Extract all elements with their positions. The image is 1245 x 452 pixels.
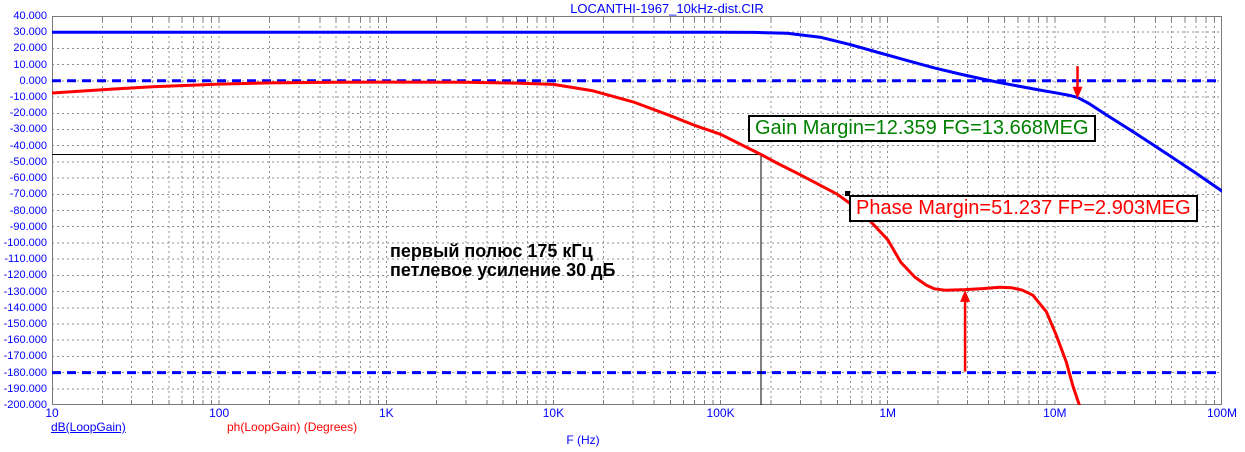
y-axis-tick-label: -70.000 (9, 188, 47, 201)
y-axis-tick-label: -110.000 (4, 253, 47, 266)
y-axis-tick-label: 20.000 (13, 42, 47, 55)
phase-curve (52, 80, 1081, 405)
note-annotation: первый полюс 175 кГц петлевое усиление 3… (390, 242, 615, 280)
legend-phase-label[interactable]: ph(LoopGain) (Degrees) (227, 420, 358, 434)
x-axis-tick-label: 10 (45, 406, 59, 420)
y-axis-tick-label: 40.000 (13, 10, 47, 22)
x-axis-tick-label: 1M (879, 406, 897, 420)
phase-margin-arrow (960, 289, 971, 372)
y-axis-tick-label: -50.000 (9, 155, 47, 168)
x-axis-title: F (Hz) (566, 433, 600, 447)
y-axis-tick-label: -140.000 (3, 301, 47, 314)
y-axis-tick-label: -180.000 (3, 366, 47, 379)
gain-margin-annotation[interactable]: Gain Margin=12.359 FG=13.668MEG (748, 115, 1096, 142)
y-axis-tick-label: 0.000 (19, 74, 47, 87)
x-axis-tick-label: 100M (1206, 406, 1238, 420)
annotation-drag-handle[interactable] (845, 191, 850, 196)
plot-area[interactable] (52, 16, 1222, 405)
y-axis-tick-label: -170.000 (3, 350, 47, 363)
y-axis-tick-label: -30.000 (9, 123, 47, 136)
legend-gain-label[interactable]: dB(LoopGain) (51, 420, 126, 434)
y-axis-tick-label: 30.000 (13, 26, 47, 39)
x-axis-tick-label: 10M (1043, 406, 1067, 420)
y-axis-tick-label: -160.000 (3, 334, 47, 347)
y-axis-tick-label: -130.000 (3, 285, 47, 298)
x-axis-tick-label: 1K (378, 406, 394, 420)
y-axis-tick-label: -120.000 (3, 269, 47, 282)
chart-title: LOCANTHI-1967_10kHz-dist.CIR (570, 1, 764, 16)
y-axis-tick-label: -190.000 (3, 382, 47, 395)
y-axis-tick-label: -10.000 (9, 91, 47, 104)
y-axis-tick-label: -100.000 (3, 236, 47, 249)
gain-margin-arrow (1072, 66, 1083, 99)
note-line-1: первый полюс 175 кГц (390, 241, 593, 261)
y-axis-tick-label: -80.000 (9, 204, 47, 217)
y-axis-tick-label: 10.000 (13, 58, 47, 71)
x-axis-tick-label: 100K (706, 406, 735, 420)
phase-margin-annotation[interactable]: Phase Margin=51.237 FP=2.903MEG (849, 195, 1198, 222)
y-axis-tick-label: -20.000 (9, 107, 47, 120)
note-line-2: петлевое усиление 30 дБ (390, 260, 616, 280)
gain-curve (52, 30, 1222, 193)
y-axis-tick-label: -200.000 (3, 399, 47, 411)
x-axis-tick-label: 100 (209, 406, 230, 420)
x-axis-tick-label: 10K (542, 406, 565, 420)
plot-border (52, 16, 1222, 405)
y-axis-tick-label: -90.000 (9, 220, 47, 233)
y-axis-tick-label: -60.000 (9, 172, 47, 185)
plot-svg[interactable] (52, 16, 1222, 405)
y-axis-tick-label: -150.000 (3, 317, 47, 330)
y-axis-tick-label: -40.000 (9, 139, 47, 152)
